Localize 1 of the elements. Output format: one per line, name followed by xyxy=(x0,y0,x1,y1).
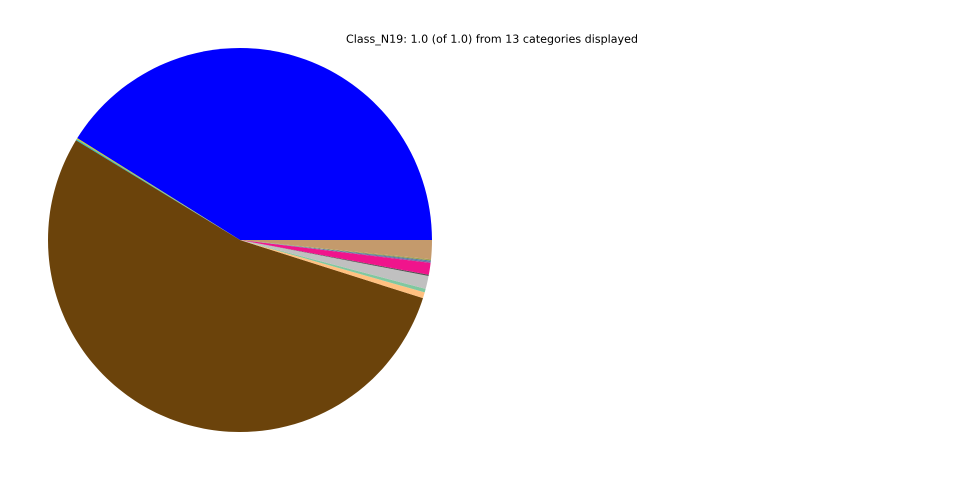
text: Class_N19: 1.0 (of 1.0) from 13 categories displayed xyxy=(346,34,637,46)
